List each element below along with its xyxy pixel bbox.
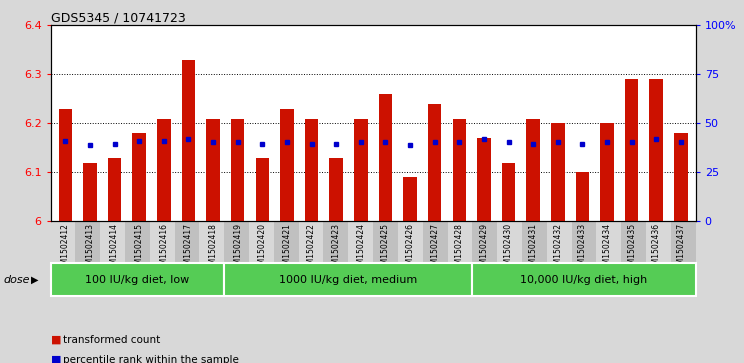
Text: 100 IU/kg diet, low: 100 IU/kg diet, low bbox=[86, 274, 190, 285]
Bar bbox=[59, 109, 72, 221]
Bar bbox=[403, 177, 417, 221]
Text: dose: dose bbox=[4, 274, 31, 285]
Bar bbox=[182, 60, 195, 221]
Text: ■: ■ bbox=[51, 335, 61, 345]
Bar bbox=[379, 94, 392, 221]
Bar bbox=[255, 158, 269, 221]
Bar bbox=[354, 118, 368, 221]
Bar bbox=[650, 79, 663, 221]
Bar bbox=[305, 118, 318, 221]
Bar bbox=[83, 163, 97, 221]
Bar bbox=[600, 123, 614, 221]
Text: ▶: ▶ bbox=[31, 274, 39, 285]
Bar bbox=[674, 133, 687, 221]
Bar bbox=[501, 163, 516, 221]
Bar bbox=[551, 123, 565, 221]
Bar bbox=[206, 118, 220, 221]
Bar bbox=[576, 172, 589, 221]
Text: 1000 IU/kg diet, medium: 1000 IU/kg diet, medium bbox=[279, 274, 417, 285]
Bar bbox=[428, 104, 441, 221]
Text: 10,000 IU/kg diet, high: 10,000 IU/kg diet, high bbox=[520, 274, 647, 285]
Text: transformed count: transformed count bbox=[63, 335, 161, 345]
Bar bbox=[526, 118, 540, 221]
Text: percentile rank within the sample: percentile rank within the sample bbox=[63, 355, 239, 363]
Bar bbox=[477, 138, 491, 221]
Bar bbox=[625, 79, 638, 221]
Text: ■: ■ bbox=[51, 355, 61, 363]
Bar bbox=[132, 133, 146, 221]
Bar bbox=[280, 109, 294, 221]
Bar bbox=[231, 118, 245, 221]
Bar bbox=[452, 118, 466, 221]
Bar bbox=[330, 158, 343, 221]
Bar bbox=[157, 118, 170, 221]
Text: GDS5345 / 10741723: GDS5345 / 10741723 bbox=[51, 11, 185, 24]
Bar bbox=[108, 158, 121, 221]
